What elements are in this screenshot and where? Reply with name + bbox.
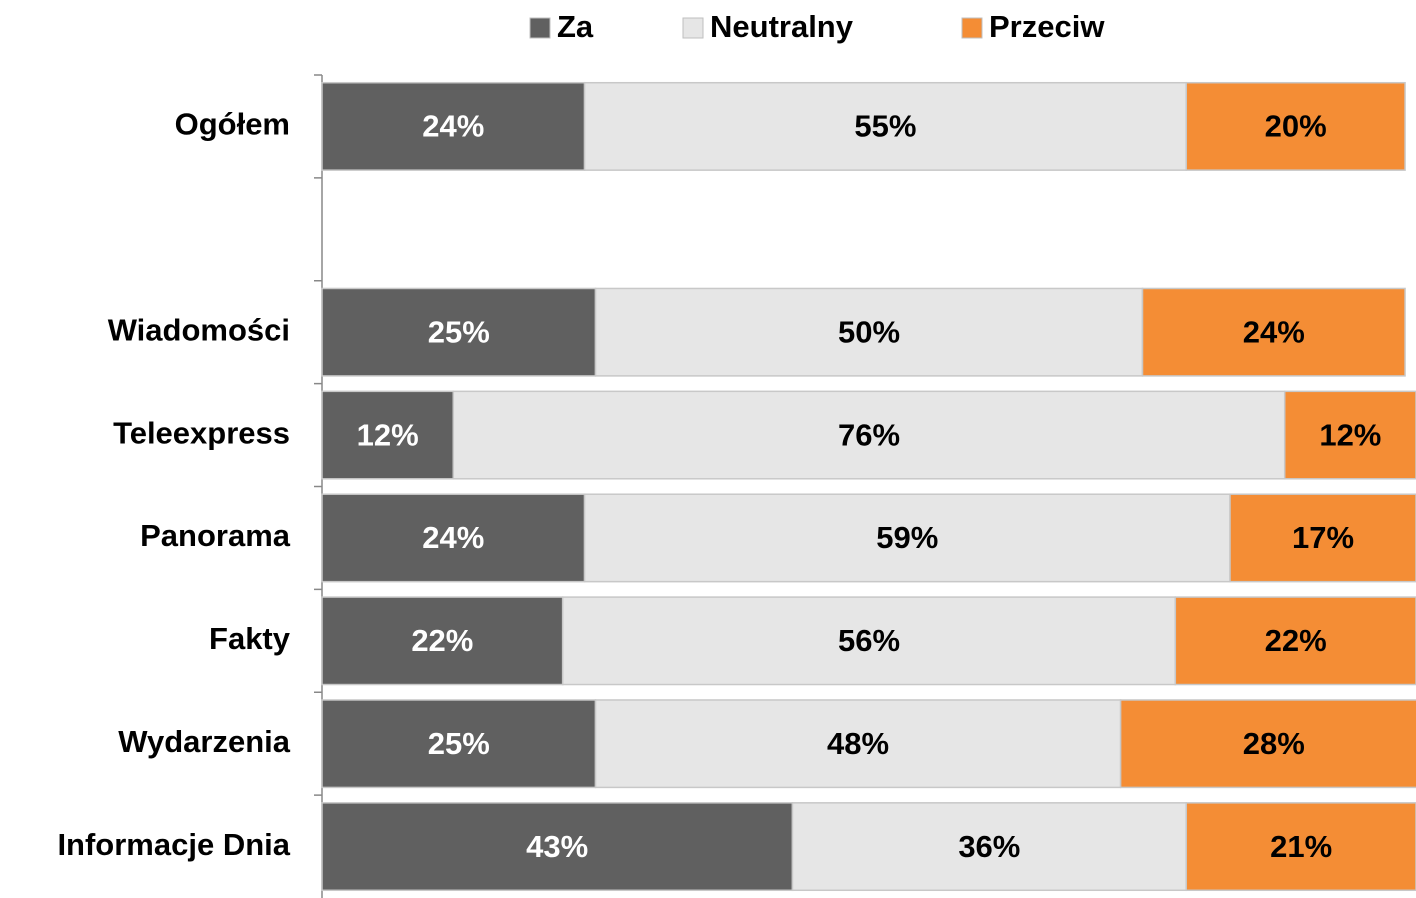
bar-segment [1119, 699, 1416, 789]
bar-segment [452, 390, 1286, 480]
data-label: 43% [526, 829, 588, 864]
data-label: 12% [357, 417, 419, 452]
legend-label: Za [557, 9, 594, 44]
bar-segment [1174, 596, 1416, 686]
bar-segment [791, 802, 1188, 892]
category-label: Fakty [209, 621, 291, 656]
data-label: 17% [1292, 520, 1354, 555]
legend-label: Przeciw [989, 9, 1105, 44]
data-label: 12% [1319, 417, 1381, 452]
bar-segment [321, 493, 586, 583]
data-label: 20% [1265, 109, 1327, 144]
data-label: 55% [854, 109, 916, 144]
bar-segment [583, 493, 1231, 583]
data-label: 56% [838, 623, 900, 658]
legend-label: Neutralny [710, 9, 854, 44]
bar-segment [321, 390, 455, 480]
bar-segment [321, 802, 794, 892]
data-label: 28% [1243, 726, 1305, 761]
legend-swatch [961, 17, 983, 39]
category-label: Wydarzenia [118, 724, 290, 759]
category-label: Panorama [140, 518, 291, 553]
data-label: 21% [1270, 829, 1332, 864]
bar-segment [594, 287, 1144, 377]
data-label: 25% [428, 726, 490, 761]
category-label: Informacje Dnia [57, 827, 290, 862]
category-label: Wiadomości [108, 312, 290, 347]
bar-segment [594, 699, 1122, 789]
category-label: Ogółem [175, 107, 290, 142]
bar-segment [1141, 287, 1406, 377]
bar-segment [561, 596, 1177, 686]
data-label: 24% [1243, 314, 1305, 349]
data-label: 22% [411, 623, 473, 658]
data-label: 24% [422, 109, 484, 144]
bar-segment [1185, 81, 1406, 171]
data-label: 76% [838, 417, 900, 452]
legend-swatch [529, 17, 551, 39]
data-label: 36% [958, 829, 1020, 864]
bar-segment [1283, 390, 1416, 480]
bar-segment [583, 81, 1188, 171]
data-label: 59% [876, 520, 938, 555]
data-label: 22% [1265, 623, 1327, 658]
category-label: Teleexpress [113, 415, 290, 450]
bar-segment [1185, 802, 1416, 892]
bar-segment [1229, 493, 1416, 583]
bar-segment [321, 699, 597, 789]
data-label: 24% [422, 520, 484, 555]
data-label: 25% [428, 314, 490, 349]
legend-swatch [682, 17, 704, 39]
data-label: 48% [827, 726, 889, 761]
bar-segment [321, 287, 597, 377]
data-label: 50% [838, 314, 900, 349]
